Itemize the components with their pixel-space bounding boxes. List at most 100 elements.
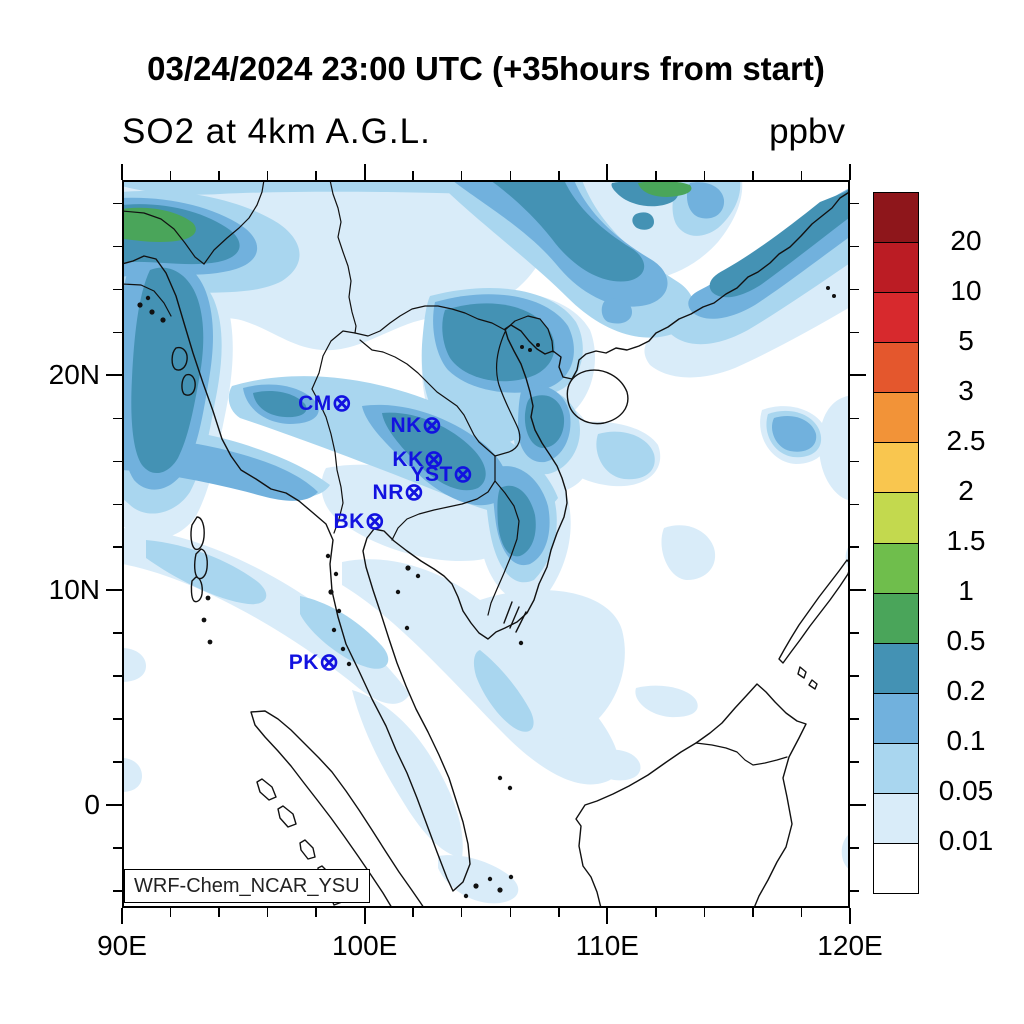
station-label: YST [410,463,453,487]
y-axis-tick [850,890,859,892]
coastline-ramree-islands [171,346,196,396]
x-axis-tick [218,908,220,917]
y-axis-tick [113,675,122,677]
x-axis-tick [266,908,269,917]
map-panel: CM ⊗ NK ⊗ KK ⊗ YST ⊗ NR ⊗ BK ⊗ PK ⊗ WRF-Chem_NCAR_YSU [122,180,850,908]
colorbar-cell-12 [874,792,918,844]
figure-title: 03/24/2024 23:00 UTC (+35hours from star… [147,50,825,87]
x-axis-tick [121,908,123,924]
y-axis-tick [106,803,122,806]
y-axis-tick [113,331,122,334]
colorbar-label: 3 [958,375,974,406]
y-axis-tick [850,803,866,806]
y-axis-tick [113,546,122,548]
station-label: NK [390,414,422,438]
x-axis-tick [121,164,123,180]
model-label-box: WRF-Chem_NCAR_YSU [124,869,370,903]
colorbar-cell-4 [874,392,918,443]
station-CM: CM ⊗ [298,389,352,417]
station-marker-icon: ⊗ [403,479,424,507]
coastline-andaman-islands [190,516,208,603]
station-label: PK [288,651,319,675]
station-PK: PK ⊗ [289,651,339,675]
y-axis-tick [850,417,859,420]
y-axis-tick-label: 20N [48,359,100,391]
station-marker-icon: ⊗ [423,446,444,474]
y-axis-tick [850,718,859,720]
y-axis-tick [850,632,859,634]
x-axis-tick [703,908,706,917]
station-marker-icon: ⊗ [318,649,340,677]
x-axis-tick [800,908,803,917]
y-axis-tick [850,460,859,463]
x-axis-tick [363,908,366,924]
x-axis-tick [606,908,609,924]
station-marker-icon: ⊗ [421,412,442,440]
x-axis-tick [752,171,754,180]
x-axis-tick [849,908,851,924]
model-label-text: WRF-Chem_NCAR_YSU [134,874,360,897]
station-BK: BK ⊗ [333,510,384,534]
station-KK: KK ⊗ [392,448,443,472]
x-axis-tick [363,164,366,180]
colorbar-cell-6 [874,492,918,543]
y-axis-tick-label: 10N [48,574,100,606]
coastlines [122,180,850,908]
colorbar-cell-7 [874,542,918,593]
x-axis-tick [703,171,706,180]
station-NK: NK ⊗ [390,414,441,438]
x-axis-tick [460,171,463,180]
y-axis-tick [113,202,122,205]
x-axis-tick-label: 100E [331,930,398,961]
colorbar-cell-11 [874,742,918,793]
colorbar-cell-9 [874,642,918,693]
colorbar-cell-13 [874,843,918,894]
coastline-mekong-braids [503,601,527,633]
y-axis-tick [850,589,866,592]
y-axis-tick [850,675,859,677]
colorbar-label: 0.01 [938,825,994,856]
y-axis-tick [113,288,122,291]
colorbar-label: 2.5 [946,425,986,456]
coastline-hainan [566,369,629,425]
station-label: KK [392,448,424,472]
colorbar-cell-5 [874,442,918,493]
y-axis-tick [113,761,122,763]
y-axis-tick [113,417,122,420]
colorbar-cell-3 [874,342,918,393]
colorbar [873,192,919,894]
x-axis-tick [509,908,512,917]
coastline-sumatra-west-islands [256,778,346,906]
country-borders [122,180,554,616]
station-marker-icon: ⊗ [331,389,352,417]
y-axis-tick [113,503,122,506]
x-axis-tick [169,171,172,180]
x-axis-tick-label: 90E [97,930,147,961]
coastline-sumatra [250,710,425,908]
colorbar-label: 2 [958,475,974,506]
y-axis-tick-label: 0 [84,788,100,820]
y-axis-tick [113,847,122,849]
x-axis-tick [849,164,851,180]
station-YST: YST ⊗ [411,463,473,487]
y-axis-tick [850,546,859,548]
colorbar-label: 10 [950,275,982,306]
coastline-palawan [778,559,850,690]
y-axis-tick [113,718,122,720]
y-axis-tick [850,374,866,377]
stations-layer: CM ⊗ NK ⊗ KK ⊗ YST ⊗ NR ⊗ BK ⊗ PK ⊗ [122,180,850,908]
station-label: BK [333,510,365,534]
y-axis-tick [113,460,122,463]
x-axis-tick [558,171,560,180]
colorbar-label: 1.5 [946,525,986,556]
x-axis-tick-label: 120E [817,930,883,961]
colorbar-cell-1 [874,242,918,293]
station-marker-icon: ⊗ [452,461,473,489]
x-axis-tick [266,171,269,180]
x-axis-tick [558,908,560,917]
y-axis-tick [113,890,122,892]
station-NR: NR ⊗ [373,481,424,505]
y-axis-tick [113,245,122,248]
y-axis-tick [850,288,859,291]
